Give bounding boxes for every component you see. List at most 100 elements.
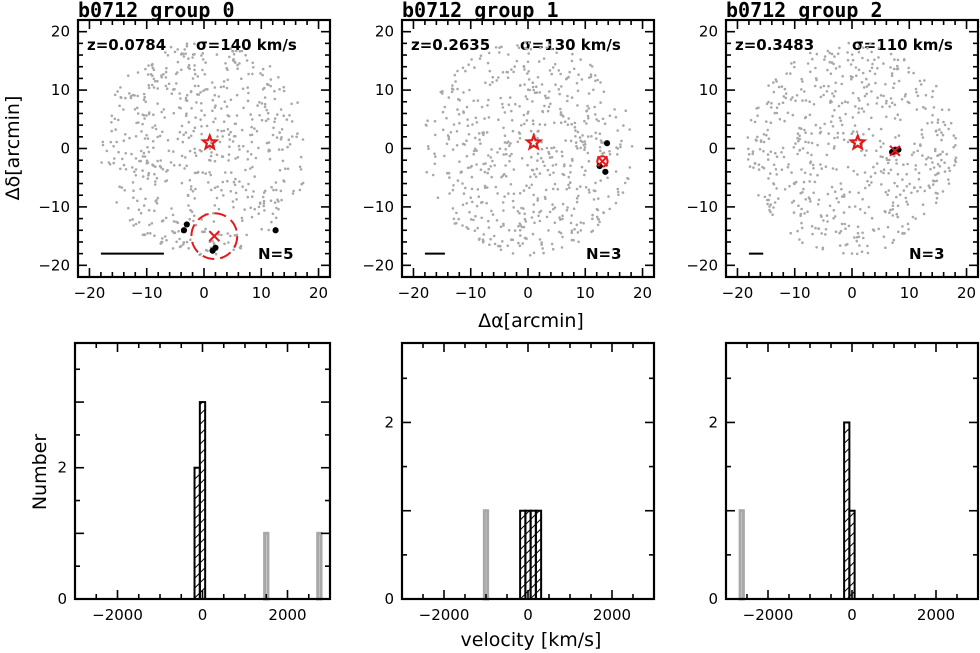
- field-galaxy-point: [792, 146, 796, 149]
- field-galaxy-point: [193, 197, 196, 200]
- field-galaxy-point: [597, 119, 600, 123]
- field-galaxy-point: [939, 152, 942, 156]
- field-galaxy-point: [511, 129, 515, 133]
- field-galaxy-point: [931, 183, 935, 186]
- field-galaxy-point: [472, 99, 476, 103]
- field-galaxy-point: [164, 216, 168, 220]
- field-galaxy-point: [861, 71, 865, 75]
- field-galaxy-point: [249, 167, 252, 170]
- field-galaxy-point: [875, 102, 879, 105]
- field-galaxy-point: [465, 105, 469, 109]
- field-galaxy-point: [490, 175, 494, 179]
- field-galaxy-point: [520, 225, 524, 229]
- field-galaxy-point: [746, 158, 750, 161]
- field-galaxy-point: [513, 229, 517, 232]
- field-galaxy-point: [921, 203, 925, 206]
- field-galaxy-point: [491, 159, 494, 163]
- x-tick-label: 2000: [593, 606, 631, 624]
- field-galaxy-point: [209, 173, 213, 177]
- field-galaxy-point: [193, 42, 196, 46]
- field-galaxy-point: [819, 86, 823, 89]
- field-galaxy-point: [267, 150, 271, 153]
- field-galaxy-point: [504, 148, 508, 151]
- field-galaxy-point: [447, 137, 451, 141]
- field-galaxy-point: [777, 197, 780, 200]
- field-galaxy-point: [178, 130, 182, 134]
- field-galaxy-point: [889, 97, 893, 100]
- field-galaxy-point: [836, 136, 839, 139]
- field-galaxy-point: [607, 195, 610, 198]
- field-galaxy-point: [580, 165, 584, 169]
- field-galaxy-point: [452, 184, 455, 187]
- field-galaxy-point: [943, 161, 946, 164]
- field-galaxy-point: [613, 108, 616, 111]
- field-galaxy-point: [133, 170, 136, 174]
- field-galaxy-point: [193, 72, 197, 76]
- field-galaxy-point: [187, 204, 190, 207]
- field-galaxy-point: [566, 99, 569, 103]
- field-galaxy-point: [914, 217, 917, 220]
- field-galaxy-point: [227, 133, 231, 136]
- field-galaxy-point: [167, 149, 171, 153]
- field-galaxy-point: [257, 205, 261, 209]
- field-galaxy-point: [953, 164, 956, 167]
- field-galaxy-point: [182, 243, 185, 246]
- field-galaxy-point: [255, 129, 259, 133]
- field-galaxy-point: [812, 167, 815, 170]
- field-galaxy-point: [172, 220, 176, 223]
- field-galaxy-point: [826, 49, 830, 53]
- field-galaxy-point: [160, 76, 163, 79]
- field-galaxy-point: [538, 91, 542, 94]
- field-galaxy-point: [153, 234, 156, 237]
- field-galaxy-point: [503, 141, 507, 144]
- field-galaxy-point: [446, 171, 449, 175]
- field-galaxy-point: [767, 84, 770, 87]
- field-galaxy-point: [879, 94, 883, 97]
- field-galaxy-point: [914, 164, 918, 167]
- field-galaxy-point: [813, 84, 817, 88]
- field-galaxy-point: [923, 189, 926, 193]
- field-galaxy-point: [539, 156, 543, 160]
- field-galaxy-point: [583, 140, 587, 143]
- x-tick-label: −2000: [92, 606, 143, 624]
- field-galaxy-point: [171, 213, 175, 217]
- field-galaxy-point: [263, 189, 267, 193]
- field-galaxy-point: [567, 117, 570, 120]
- field-galaxy-point: [251, 165, 254, 169]
- field-galaxy-point: [180, 181, 184, 185]
- field-galaxy-point: [153, 183, 157, 186]
- field-galaxy-point: [445, 142, 449, 146]
- field-galaxy-point: [210, 81, 214, 84]
- field-galaxy-point: [501, 102, 504, 106]
- cluster-center-star: [524, 132, 544, 151]
- field-galaxy-point: [551, 164, 555, 167]
- field-galaxy-point: [158, 134, 162, 138]
- field-galaxy-point: [882, 168, 886, 171]
- field-galaxy-point: [930, 121, 934, 124]
- field-galaxy-point: [107, 161, 111, 164]
- n-label-group-0: N=5: [258, 245, 294, 263]
- nonmember-bar: [263, 531, 270, 601]
- field-galaxy-point: [161, 130, 164, 134]
- field-galaxy-point: [832, 147, 836, 150]
- field-galaxy-point: [203, 73, 207, 76]
- field-galaxy-point: [482, 131, 486, 134]
- x-tick-label: 0: [523, 606, 533, 624]
- field-galaxies: [424, 40, 634, 257]
- field-galaxy-point: [232, 53, 236, 56]
- field-galaxy-point: [118, 104, 121, 108]
- field-galaxy-point: [947, 108, 951, 112]
- field-galaxy-point: [482, 233, 486, 236]
- field-galaxy-point: [803, 212, 806, 215]
- field-galaxy-point: [561, 235, 564, 239]
- y-tick-label: 2: [57, 459, 67, 477]
- field-galaxy-point: [232, 135, 236, 138]
- field-galaxy-point: [194, 187, 197, 191]
- field-galaxy-point: [176, 71, 179, 74]
- field-galaxy-point: [488, 243, 491, 246]
- field-galaxy-point: [147, 86, 151, 90]
- field-galaxy-point: [165, 66, 168, 70]
- field-galaxy-point: [842, 193, 846, 196]
- field-galaxy-point: [599, 139, 603, 142]
- field-galaxy-point: [520, 124, 523, 127]
